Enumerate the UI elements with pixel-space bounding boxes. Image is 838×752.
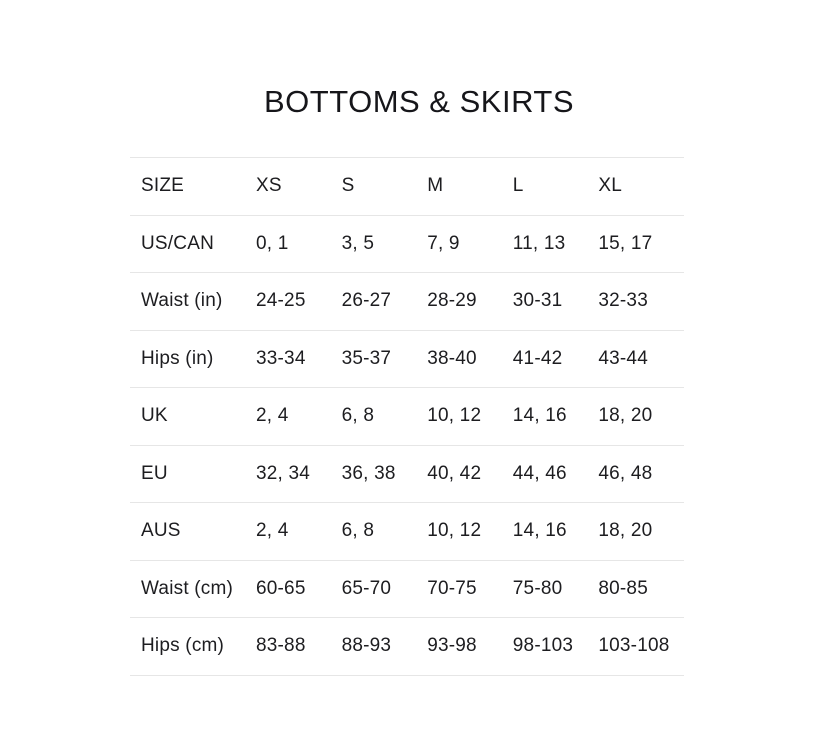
table-body: US/CAN 0, 1 3, 5 7, 9 11, 13 15, 17 Wais… [130,214,684,676]
cell-aus-m: 10, 12 [427,502,513,560]
cell-waist-in-xl: 32-33 [598,272,684,330]
table-row: Waist (in) 24-25 26-27 28-29 30-31 32-33 [130,272,684,330]
table-header: SIZE XS S M L XL [130,157,684,215]
cell-hips-in-xs: 33-34 [256,329,342,388]
cell-waist-in-s: 26-27 [341,272,428,330]
cell-hips-in-s: 35-37 [341,329,428,388]
size-chart-table: SIZE XS S M L XL US/CAN 0, 1 3, 5 7, 9 1… [130,157,684,676]
cell-hips-in-xl: 43-44 [598,329,684,388]
cell-waist-in-m: 28-29 [427,272,513,330]
cell-hips-cm-m: 93-98 [427,617,513,676]
cell-waist-cm-xl: 80-85 [598,559,684,618]
cell-hips-cm-l: 98-103 [512,617,599,676]
cell-uk-s: 6, 8 [341,387,428,445]
cell-us-can-l: 11, 13 [512,214,599,273]
cell-hips-cm-xs: 83-88 [256,617,342,676]
table-row: Waist (cm) 60-65 65-70 70-75 75-80 80-85 [130,559,684,618]
cell-uk-xs: 2, 4 [256,387,342,445]
cell-aus-l: 14, 16 [512,502,599,560]
table-row: UK 2, 4 6, 8 10, 12 14, 16 18, 20 [130,387,684,445]
cell-hips-in-l: 41-42 [512,329,599,388]
cell-us-can-s: 3, 5 [341,214,428,273]
cell-eu-xs: 32, 34 [256,444,342,503]
table-row: EU 32, 34 36, 38 40, 42 44, 46 46, 48 [130,444,684,503]
cell-waist-in-l: 30-31 [512,272,599,330]
cell-aus-xs: 2, 4 [256,502,342,560]
cell-aus-xl: 18, 20 [598,502,684,560]
row-label-waist-cm: Waist (cm) [130,559,256,618]
cell-us-can-xl: 15, 17 [598,214,684,273]
column-header-xl: XL [598,157,684,215]
row-label-us-can: US/CAN [130,214,256,273]
cell-hips-in-m: 38-40 [427,329,513,388]
table-row: US/CAN 0, 1 3, 5 7, 9 11, 13 15, 17 [130,214,684,273]
cell-uk-xl: 18, 20 [598,387,684,445]
column-header-l: L [512,157,599,215]
cell-waist-in-xs: 24-25 [256,272,342,330]
cell-eu-s: 36, 38 [341,444,428,503]
table-row: Hips (in) 33-34 35-37 38-40 41-42 43-44 [130,329,684,388]
table-row: Hips (cm) 83-88 88-93 93-98 98-103 103-1… [130,617,684,676]
row-label-hips-cm: Hips (cm) [130,617,256,676]
row-label-uk: UK [130,387,256,445]
cell-waist-cm-l: 75-80 [512,559,599,618]
row-label-aus: AUS [130,502,256,560]
cell-aus-s: 6, 8 [341,502,428,560]
cell-eu-l: 44, 46 [512,444,599,503]
table-header-row: SIZE XS S M L XL [130,157,684,215]
cell-eu-xl: 46, 48 [598,444,684,503]
column-header-size: SIZE [130,157,256,215]
column-header-s: S [341,157,428,215]
cell-us-can-xs: 0, 1 [256,214,342,273]
row-label-hips-in: Hips (in) [130,329,256,388]
cell-hips-cm-xl: 103-108 [598,617,684,676]
column-header-xs: XS [256,157,342,215]
cell-uk-m: 10, 12 [427,387,513,445]
column-header-m: M [427,157,513,215]
page-title: BOTTOMS & SKIRTS [263,83,575,119]
cell-waist-cm-xs: 60-65 [256,559,342,618]
row-label-eu: EU [130,444,256,503]
row-label-waist-in: Waist (in) [130,272,256,330]
cell-waist-cm-s: 65-70 [341,559,428,618]
cell-us-can-m: 7, 9 [427,214,513,273]
cell-waist-cm-m: 70-75 [427,559,513,618]
cell-hips-cm-s: 88-93 [341,617,428,676]
size-chart-table-container: SIZE XS S M L XL US/CAN 0, 1 3, 5 7, 9 1… [130,157,684,676]
table-row: AUS 2, 4 6, 8 10, 12 14, 16 18, 20 [130,502,684,560]
cell-uk-l: 14, 16 [512,387,599,445]
cell-eu-m: 40, 42 [427,444,513,503]
